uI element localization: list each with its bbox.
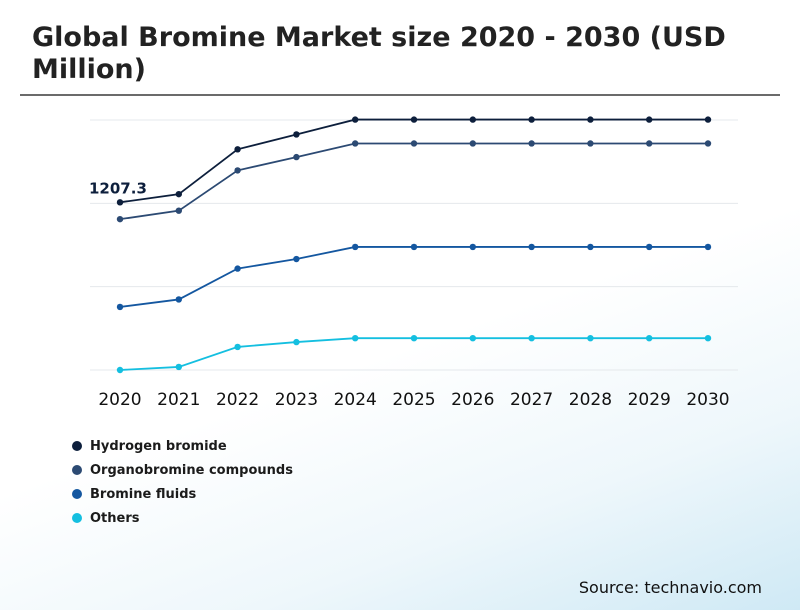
data-point [528,140,535,147]
data-point [234,265,241,272]
data-point [704,243,712,251]
legend-marker [72,489,82,499]
legend: Hydrogen bromide Organobromine compounds B… [72,434,293,530]
data-point [469,116,476,123]
data-point [293,153,300,161]
data-point [704,140,712,147]
x-tick-label: 2021 [157,390,200,410]
data-point [469,243,476,251]
x-tick-label: 2023 [275,390,318,410]
data-point [528,243,535,251]
data-point [646,243,653,251]
x-axis-ticks: 2020 2021 2022 2023 2024 2025 2026 2027 2028 2029… [98,390,729,410]
data-point [116,199,124,206]
data-point [410,116,418,123]
data-point [352,334,359,342]
data-point [587,243,594,251]
data-labels: 1207.3 [89,179,147,197]
source-credit: Source: technavio.com [578,578,762,597]
data-point [293,338,300,346]
legend-marker [72,441,82,451]
x-tick-label: 2030 [686,390,729,410]
legend-label: Hydrogen bromide [90,438,227,454]
data-point [116,303,124,311]
x-tick-label: 2026 [451,390,494,410]
x-tick-label: 2027 [510,390,553,410]
legend-marker [72,465,82,475]
data-point [528,116,535,123]
data-point [175,363,182,371]
x-tick-label: 2028 [569,390,612,410]
data-point [352,140,359,147]
data-point [410,243,418,251]
legend-marker [72,513,82,523]
data-label: 1207.3 [89,179,147,197]
data-point [704,334,712,342]
x-tick-label: 2025 [392,390,435,410]
data-point [469,334,476,342]
legend-label: Organobromine compounds [90,462,293,478]
x-tick-label: 2022 [216,390,259,410]
data-point [175,296,182,303]
data-point [116,215,124,223]
legend-item: Bromine fluids [72,482,293,506]
data-point [116,366,124,374]
data-point [234,146,241,153]
data-point [646,116,653,123]
series-line-bromine-fluids [119,246,708,308]
series-line-organobromine-compounds [119,142,708,221]
data-point [175,207,182,214]
data-point [646,334,653,342]
title-divider [20,94,780,96]
data-point [528,334,535,342]
x-tick-label: 2024 [334,390,377,410]
x-tick-label: 2020 [98,390,141,410]
data-point [234,167,241,174]
legend-item: Organobromine compounds [72,458,293,482]
data-point [587,116,594,123]
data-point [704,116,712,123]
legend-label: Bromine fluids [90,486,197,502]
data-point [293,131,300,138]
data-point [646,140,653,147]
data-point [587,334,594,342]
x-tick-label: 2029 [628,390,671,410]
data-point [175,190,182,198]
data-point [587,140,594,147]
data-point [234,343,241,351]
data-point [410,334,418,342]
chart-title: Global Bromine Market size 2020 - 2030 (… [32,22,726,85]
data-point [410,140,418,147]
data-point [293,255,300,263]
data-point [469,140,476,147]
data-point [352,116,359,123]
legend-label: Others [90,510,140,526]
legend-item: Hydrogen bromide [72,434,293,458]
legend-item: Others [72,506,293,530]
series-line-others [119,337,708,371]
data-point [352,243,359,251]
data-points [116,116,712,374]
